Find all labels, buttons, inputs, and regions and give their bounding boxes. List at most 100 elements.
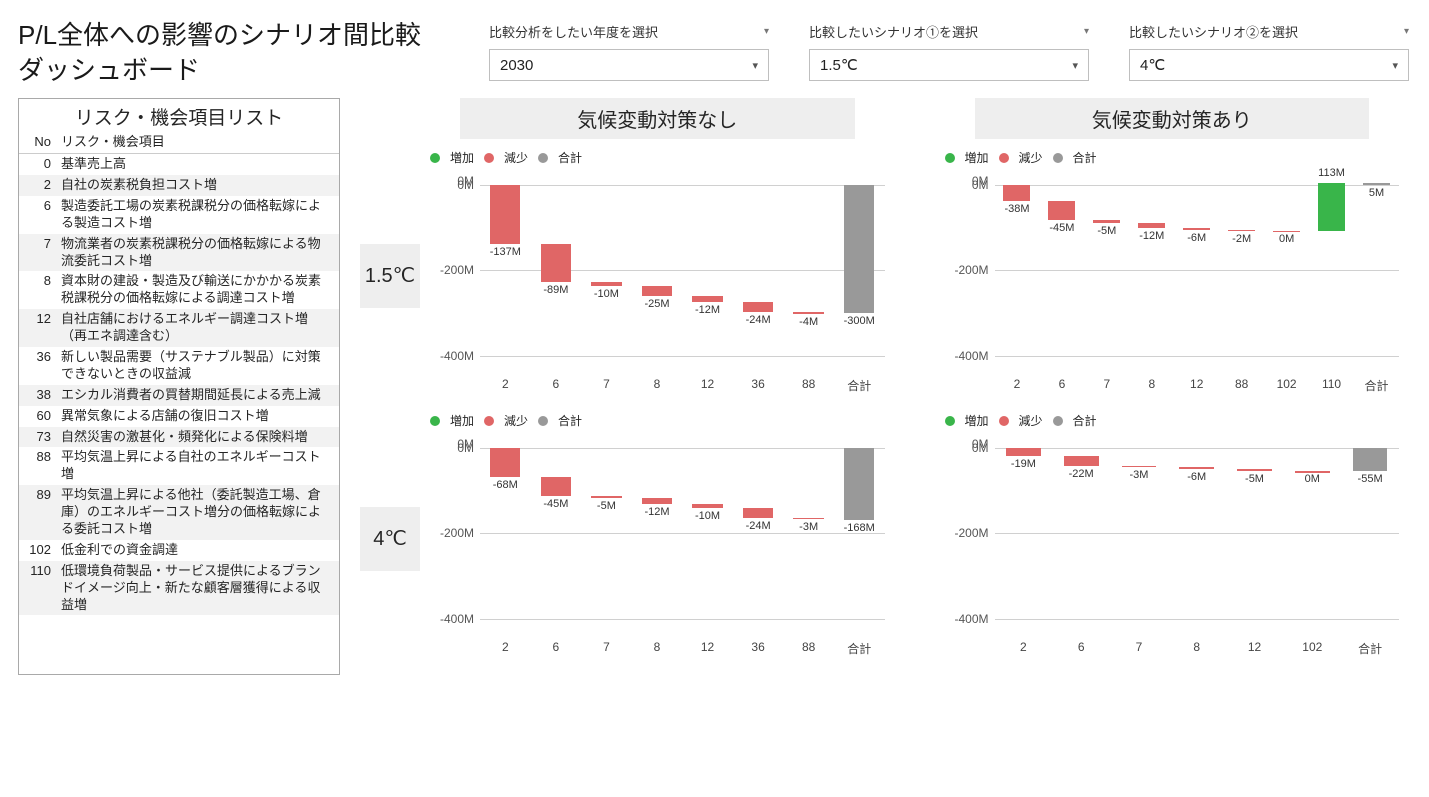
list-row[interactable]: 8資本財の建設・製造及び輸送にかかかる炭素税課税分の価格転嫁による調達コスト増 (19, 271, 339, 309)
x-tick-label: 12 (682, 377, 733, 402)
bar-value-label: -6M (1168, 471, 1226, 483)
waterfall-bar (591, 496, 621, 498)
list-row-text: 平均気温上昇による自社のエネルギーコスト増 (61, 449, 333, 483)
bar-value-label: -12M (1129, 230, 1174, 242)
filter-scenario2-label: 比較したいシナリオ②を選択 ▾ (1129, 22, 1409, 41)
bar-column: -55M (1341, 435, 1399, 640)
filter-scenario1-label: 比較したいシナリオ①を選択 ▾ (809, 22, 1089, 41)
bar-value-label: -4M (783, 316, 834, 328)
bar-value-label: -45M (531, 498, 582, 510)
x-tick-label: 110 (1309, 377, 1354, 402)
bar-column: 113M (1309, 172, 1354, 377)
legend-decrease-label: 減少 (1019, 149, 1043, 166)
filter-scenario1-select[interactable]: 1.5℃ ▾ (809, 49, 1089, 81)
list-row-text: 新しい製品需要（サステナブル製品）に対策できないときの収益減 (61, 349, 333, 383)
list-row[interactable]: 110低環境負荷製品・サービス提供によるブランドイメージ向上・新たな顧客層獲得に… (19, 561, 339, 616)
list-row[interactable]: 89平均気温上昇による他社（委託製造工場、倉庫）のエネルギーコスト増分の価格転嫁… (19, 485, 339, 540)
chevron-down-icon: ▾ (764, 26, 769, 37)
list-row-text: 低金利での資金調達 (61, 542, 333, 559)
bar-value-label: -300M (834, 315, 885, 327)
y-tick-label: -200M (440, 263, 474, 277)
bar-value-label: -38M (995, 203, 1040, 215)
x-tick-label: 102 (1283, 640, 1341, 665)
waterfall-bar (1179, 467, 1214, 470)
x-tick-label: 88 (783, 640, 834, 665)
waterfall-chart-4c-noaction: 増加減少合計0M0M-200M-400M-68M-45M-5M-12M-10M-… (420, 412, 895, 665)
list-row-no: 102 (23, 542, 57, 559)
waterfall-chart-15c-noaction: 増加減少合計0M0M-200M-400M-137M-89M-10M-25M-12… (420, 149, 895, 402)
filter-year-value: 2030 (500, 57, 533, 74)
chart-legend: 増加減少合計 (430, 149, 885, 166)
y-tick-label: -400M (440, 612, 474, 626)
legend-increase-label: 増加 (450, 412, 474, 429)
x-tick-label: 2 (480, 377, 531, 402)
bar-column: -19M (995, 435, 1053, 640)
row-header-scenario2: 4℃ (360, 507, 420, 571)
list-row[interactable]: 60異常気象による店舗の復旧コスト増 (19, 406, 339, 427)
row-header-scenario1: 1.5℃ (360, 244, 420, 308)
waterfall-bar (1138, 223, 1165, 228)
x-tick-label: 12 (1174, 377, 1219, 402)
legend-increase-dot (945, 153, 955, 163)
legend-increase-label: 増加 (450, 149, 474, 166)
list-row[interactable]: 0基準売上高 (19, 154, 339, 175)
legend-decrease-dot (484, 153, 494, 163)
list-row[interactable]: 38エシカル消費者の買替期間延長による売上減 (19, 385, 339, 406)
y-tick-label: -400M (954, 612, 988, 626)
bar-column: -4M (783, 172, 834, 377)
bar-column: 0M (1264, 172, 1309, 377)
list-row[interactable]: 88平均気温上昇による自社のエネルギーコスト増 (19, 447, 339, 485)
bar-value-label: -24M (733, 314, 784, 326)
waterfall-bar (490, 185, 520, 244)
list-row-text: 自社店舗におけるエネルギー調達コスト増（再エネ調達含む） (61, 311, 333, 345)
y-tick-label: -400M (440, 349, 474, 363)
bar-column: -10M (581, 172, 632, 377)
list-row-text: 自社の炭素税負担コスト増 (61, 177, 333, 194)
filter-scenario2-select[interactable]: 4℃ ▾ (1129, 49, 1409, 81)
list-row-no: 88 (23, 449, 57, 483)
list-row[interactable]: 73自然災害の激甚化・頻発化による保険料増 (19, 427, 339, 448)
x-tick-label: 2 (995, 377, 1040, 402)
bar-column: -12M (1129, 172, 1174, 377)
bar-value-label: 0M (1283, 473, 1341, 485)
bar-value-label: -5M (1226, 473, 1284, 485)
bar-value-label: -12M (682, 304, 733, 316)
bar-column: -5M (1226, 435, 1284, 640)
chevron-down-icon: ▾ (1084, 26, 1089, 37)
legend-increase-dot (430, 416, 440, 426)
list-row-text: 平均気温上昇による他社（委託製造工場、倉庫）のエネルギーコスト増分の価格転嫁によ… (61, 487, 333, 538)
list-row[interactable]: 102低金利での資金調達 (19, 540, 339, 561)
legend-increase-dot (430, 153, 440, 163)
waterfall-chart-15c-action: 増加減少合計0M0M-200M-400M-38M-45M-5M-12M-6M-2… (935, 149, 1410, 402)
title-line2: ダッシュボード (18, 55, 200, 85)
x-tick-label: 8 (632, 640, 683, 665)
bar-column: -3M (783, 435, 834, 640)
y-tick-label: 0M (457, 441, 474, 455)
bar-column: -168M (834, 435, 885, 640)
list-row[interactable]: 36新しい製品需要（サステナブル製品）に対策できないときの収益減 (19, 347, 339, 385)
x-tick-label: 7 (581, 377, 632, 402)
list-row[interactable]: 6製造委託工場の炭素税課税分の価格転嫁による製造コスト増 (19, 196, 339, 234)
filter-year-select[interactable]: 2030 ▾ (489, 49, 769, 81)
legend-total-label: 合計 (1073, 149, 1097, 166)
column-header-with-action: 気候変動対策あり (975, 98, 1370, 139)
waterfall-bar (1237, 469, 1272, 471)
chevron-down-icon: ▾ (1072, 59, 1078, 72)
waterfall-bar (1093, 220, 1120, 222)
list-row-no: 0 (23, 156, 57, 173)
y-tick-label: 0M (972, 441, 989, 455)
legend-increase-label: 増加 (965, 149, 989, 166)
bar-value-label: -22M (1052, 468, 1110, 480)
list-row[interactable]: 7物流業者の炭素税課税分の価格転嫁による物流委託コスト増 (19, 234, 339, 272)
waterfall-bar (1003, 185, 1030, 201)
bar-column: -5M (581, 435, 632, 640)
waterfall-bar (1122, 466, 1157, 467)
list-row[interactable]: 12自社店舗におけるエネルギー調達コスト増（再エネ調達含む） (19, 309, 339, 347)
list-row-no: 12 (23, 311, 57, 345)
x-tick-label: 6 (1039, 377, 1084, 402)
page-title-block: P/L全体への影響のシナリオ間比較 ダッシュボード (18, 18, 449, 88)
list-row[interactable]: 2自社の炭素税負担コスト増 (19, 175, 339, 196)
waterfall-bar (1318, 183, 1345, 231)
waterfall-bar (793, 312, 823, 314)
x-tick-label: 6 (1052, 640, 1110, 665)
